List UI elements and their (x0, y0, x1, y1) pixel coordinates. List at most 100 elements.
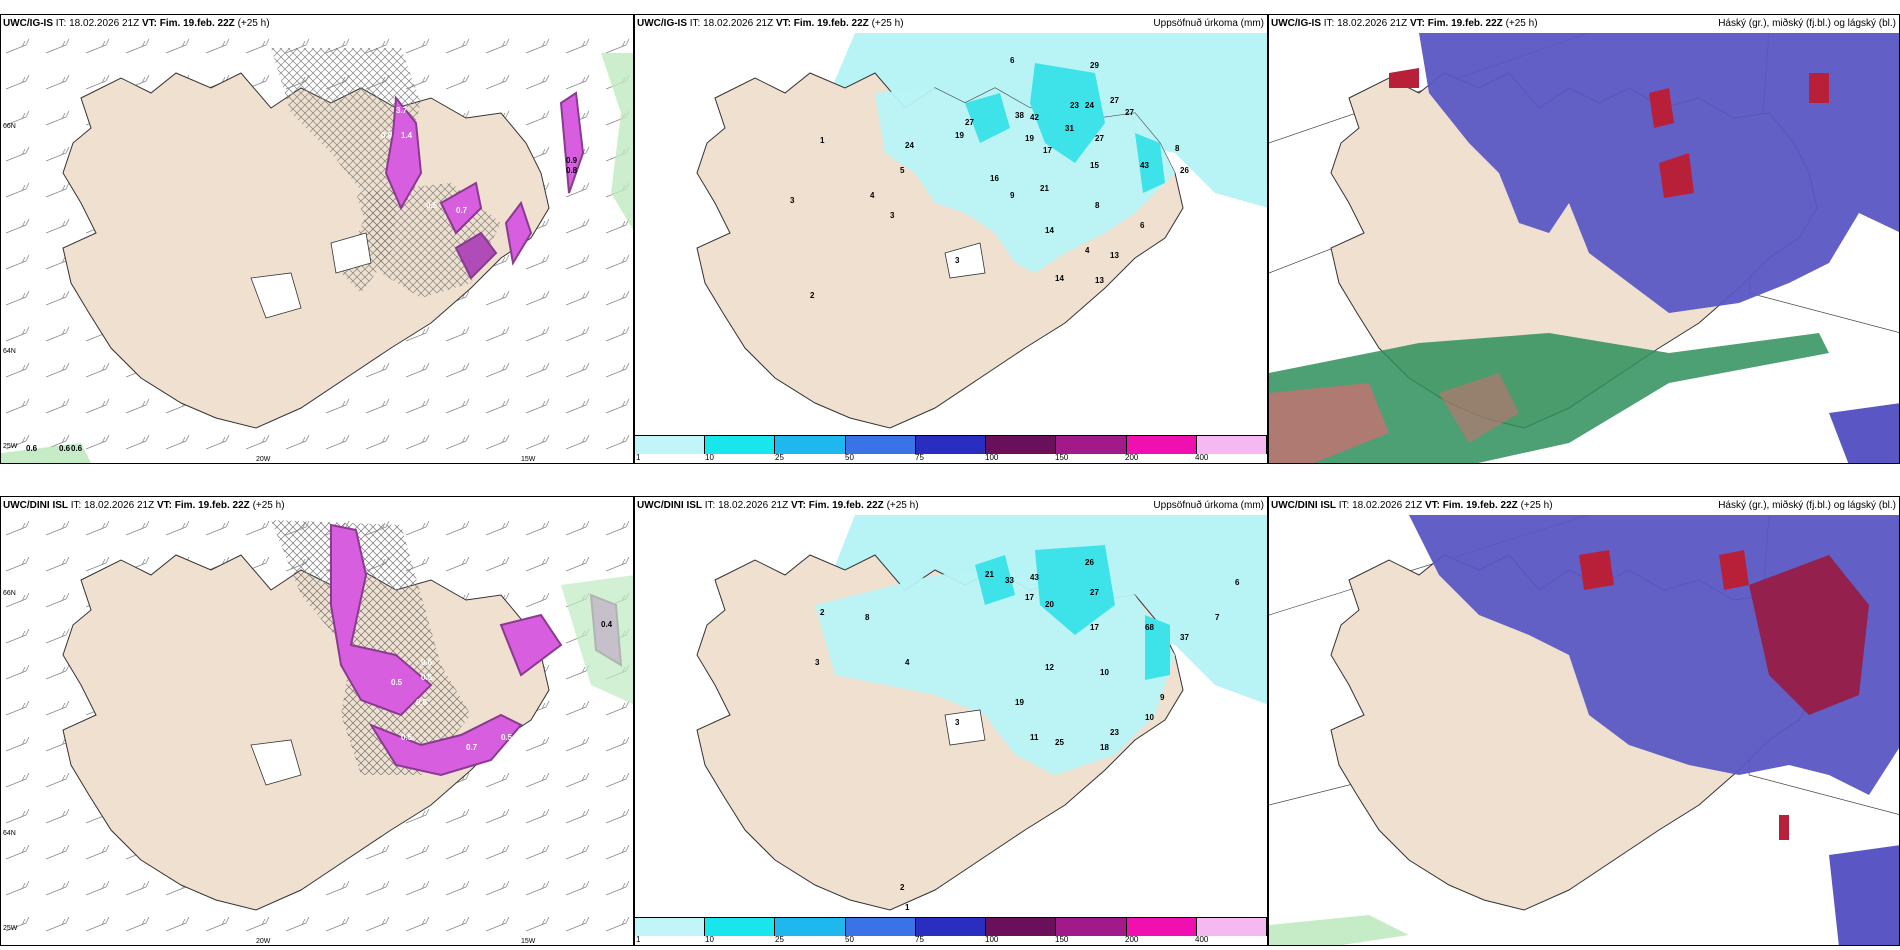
precip-map: 26 43 33 27 17 21 20 12 10 17 68 37 19 2… (696, 515, 1267, 912)
precip-label: 23 (1110, 728, 1119, 737)
precip-label: 9 (1010, 191, 1015, 200)
lon-label-20w: 20W (256, 456, 271, 463)
lead-time: (+25 h) (1520, 500, 1553, 511)
legend-tick: 150 (1055, 935, 1069, 944)
precip-label: 17 (1090, 623, 1099, 632)
panel-title: Háský (gr.), miðský (fj.bl.) og lágský (… (1718, 500, 1896, 511)
map-panel-bottom-middle: UWC/DINI ISL IT: 18.02.2026 21Z VT: Fim.… (634, 496, 1268, 946)
precip-label: 27 (1090, 588, 1099, 597)
precip-label: 15 (1090, 161, 1099, 170)
precip-label: 14 (1045, 226, 1054, 235)
precip-label: 6 (1235, 578, 1240, 587)
precip-label: 2 (810, 291, 815, 300)
legend-tick: 10 (705, 935, 714, 944)
precip-label: 24 (1085, 101, 1094, 110)
precip-label: 19 (955, 131, 964, 140)
precip-label: 3 (955, 718, 960, 727)
init-time: IT: 18.02.2026 21Z (70, 500, 155, 511)
precip-label: 8 (865, 613, 870, 622)
precip-label: 1 (905, 903, 910, 912)
snow-label: 0.5 (501, 733, 513, 742)
lon-label-15w: 15W (521, 456, 536, 463)
legend-tick: 200 (1125, 453, 1139, 462)
lead-time: (+25 h) (1505, 18, 1538, 29)
precip-label: 3 (890, 211, 895, 220)
iceland-land (62, 72, 550, 429)
precip-label: 38 (1015, 111, 1024, 120)
precip-label: 23 (1070, 101, 1079, 110)
valid-time: VT: Fim. 19.feb. 22Z (790, 500, 884, 511)
init-time: IT: 18.02.2026 21Z (689, 18, 774, 29)
cloud-map (1269, 515, 1899, 945)
panel-header: UWC/IG-IS IT: 18.02.2026 21Z VT: Fim. 19… (1269, 15, 1899, 33)
model-name: UWC/DINI ISL (1271, 500, 1336, 511)
legend-tick: 10 (705, 453, 714, 462)
precip-label: 6 (1140, 221, 1145, 230)
valid-time: VT: Fim. 19.feb. 22Z (1409, 18, 1503, 29)
precip-label: 1 (820, 136, 825, 145)
map-panel-bottom-left: UWC/DINI ISL IT: 18.02.2026 21Z VT: Fim.… (0, 496, 634, 946)
precip-label: 4 (905, 658, 910, 667)
precip-label: 31 (1065, 124, 1074, 133)
panel-header: UWC/DINI ISL IT: 18.02.2026 21Z VT: Fim.… (1269, 497, 1899, 515)
snow-label: 0.8 (416, 698, 428, 707)
snow-label: 0.7 (466, 743, 478, 752)
precip-label: 17 (1025, 593, 1034, 602)
snow-label: 0.5 (401, 733, 413, 742)
snow-label: 0.7 (456, 206, 468, 215)
precip-label: 37 (1180, 633, 1189, 642)
snow-label: 0.6 (26, 444, 38, 453)
precip-label: 6 (1010, 56, 1015, 65)
legend-tick: 1 (636, 453, 641, 462)
lon-label-25w: 25W (3, 925, 18, 932)
snow-label: 0.8 (566, 166, 578, 175)
legend-tick: 400 (1195, 935, 1209, 944)
legend-tick: 75 (915, 453, 924, 462)
snow-label: 0.5 (391, 678, 403, 687)
panel-title: Uppsöfnuð úrkoma (mm) (1153, 18, 1264, 29)
precip-legend: 1 10 25 50 75 100 150 200 400 (635, 917, 1267, 945)
init-time: IT: 18.02.2026 21Z (1338, 500, 1423, 511)
map-panel-top-middle: UWC/IG-IS IT: 18.02.2026 21Z VT: Fim. 19… (634, 14, 1268, 464)
model-name: UWC/IG-IS (637, 18, 687, 29)
model-name: UWC/DINI ISL (3, 500, 68, 511)
legend-tick: 50 (845, 453, 854, 462)
legend-tick: 100 (985, 453, 999, 462)
lat-label-66n: 66N (3, 123, 16, 130)
panel-header: UWC/IG-IS IT: 18.02.2026 21Z VT: Fim. 19… (1, 15, 633, 33)
precip-label: 27 (1110, 96, 1119, 105)
snow-wind-map: 0.4 0.5 0.5 0.6 0.8 0.5 0.7 0.5 20W 15W … (1, 515, 633, 945)
precip-label: 5 (900, 166, 905, 175)
snow-label: 0.6 (71, 444, 83, 453)
precip-label: 17 (1043, 146, 1052, 155)
lon-label-25w: 25W (3, 443, 18, 450)
precip-label: 27 (1095, 134, 1104, 143)
panel-header: UWC/DINI ISL IT: 18.02.2026 21Z VT: Fim.… (635, 497, 1267, 515)
precip-label: 43 (1140, 161, 1149, 170)
precip-label: 2 (820, 608, 825, 617)
map-panel-bottom-right: UWC/DINI ISL IT: 18.02.2026 21Z VT: Fim.… (1268, 496, 1900, 946)
precip-label: 68 (1145, 623, 1154, 632)
map-panel-top-left: UWC/IG-IS IT: 18.02.2026 21Z VT: Fim. 19… (0, 14, 634, 464)
precip-label: 26 (1085, 558, 1094, 567)
precip-label: 29 (1090, 61, 1099, 70)
legend-tick: 400 (1195, 453, 1209, 462)
precip-label: 13 (1110, 251, 1119, 260)
init-time: IT: 18.02.2026 21Z (1323, 18, 1408, 29)
precip-label: 9 (1160, 693, 1165, 702)
precip-label: 4 (870, 191, 875, 200)
precip-label: 3 (955, 256, 960, 265)
lead-time: (+25 h) (237, 18, 270, 29)
precip-map: 6 29 27 23 24 27 42 38 31 27 19 19 17 27… (696, 33, 1267, 429)
precip-label: 27 (1125, 108, 1134, 117)
precip-label: 7 (1215, 613, 1220, 622)
lon-label-20w: 20W (256, 938, 271, 945)
legend-tick: 200 (1125, 935, 1139, 944)
snow-label: 0.9 (566, 156, 578, 165)
valid-time: VT: Fim. 19.feb. 22Z (156, 500, 250, 511)
valid-time: VT: Fim. 19.feb. 22Z (141, 18, 235, 29)
snow-label: 0.5 (426, 201, 438, 210)
snow-label: 3.7 (396, 106, 408, 115)
precip-label: 13 (1095, 276, 1104, 285)
snow-label: 1.4 (401, 131, 413, 140)
